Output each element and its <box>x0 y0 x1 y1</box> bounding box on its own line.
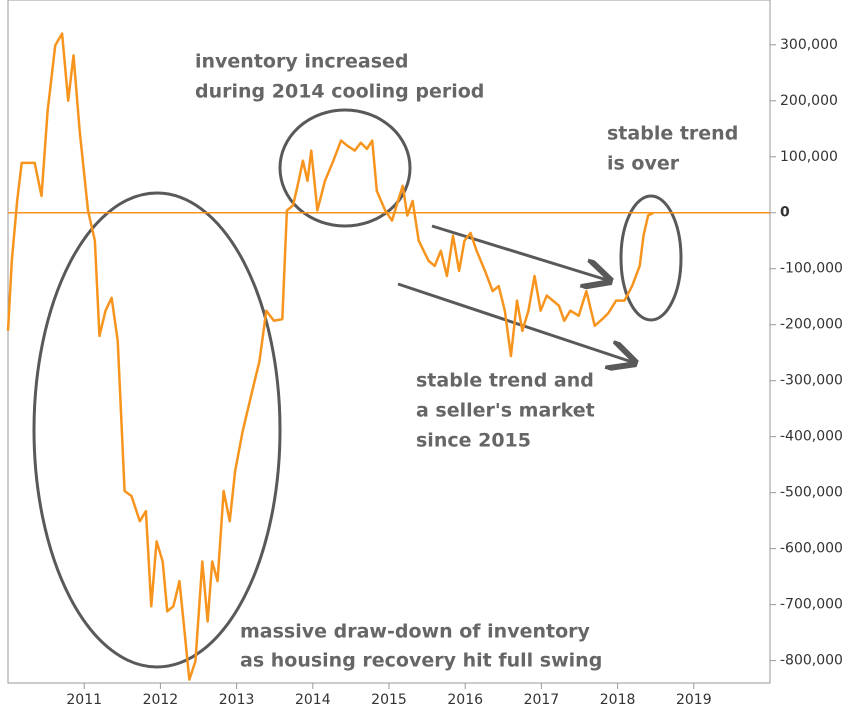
annotation: a seller's market <box>416 400 595 422</box>
annotation: stable trend <box>607 123 738 145</box>
annotation: stable trend and <box>416 370 594 392</box>
y-tick-label: -800,000 <box>780 653 843 669</box>
y-tick-label: 0 <box>780 205 790 221</box>
ellipse <box>278 108 412 228</box>
annotation: massive draw-down of inventory <box>240 621 590 643</box>
y-tick-label: -500,000 <box>780 485 843 501</box>
line-series <box>6 32 654 681</box>
annotation: is over <box>607 153 680 175</box>
y-tick-label: -700,000 <box>780 597 843 613</box>
ellipse <box>32 191 282 669</box>
arrow <box>431 224 607 280</box>
y-tick-label: 100,000 <box>780 149 838 165</box>
y-tick-label: -300,000 <box>780 373 843 389</box>
x-tick-label: 2011 <box>66 692 102 708</box>
x-tick-label: 2012 <box>143 692 179 708</box>
x-tick-label: 2016 <box>447 692 483 708</box>
x-tick-label: 2015 <box>371 692 407 708</box>
annotation: as housing recovery hit full swing <box>240 650 602 672</box>
y-tick-label: 300,000 <box>780 37 838 53</box>
annotation: during 2014 cooling period <box>195 81 484 103</box>
y-tick-label: -400,000 <box>780 429 843 445</box>
y-tick-label: -600,000 <box>780 541 843 557</box>
x-tick-label: 2017 <box>524 692 560 708</box>
x-tick-label: 2014 <box>295 692 331 708</box>
ellipse <box>619 194 683 322</box>
y-tick-label: 200,000 <box>780 93 838 109</box>
y-tick-label: -100,000 <box>780 261 843 277</box>
x-tick-label: 2018 <box>600 692 636 708</box>
y-tick-label: -200,000 <box>780 317 843 333</box>
annotation: inventory increased <box>195 51 409 73</box>
x-tick-label: 2013 <box>219 692 255 708</box>
x-tick-label: 2019 <box>676 692 712 708</box>
annotation: since 2015 <box>416 430 531 452</box>
